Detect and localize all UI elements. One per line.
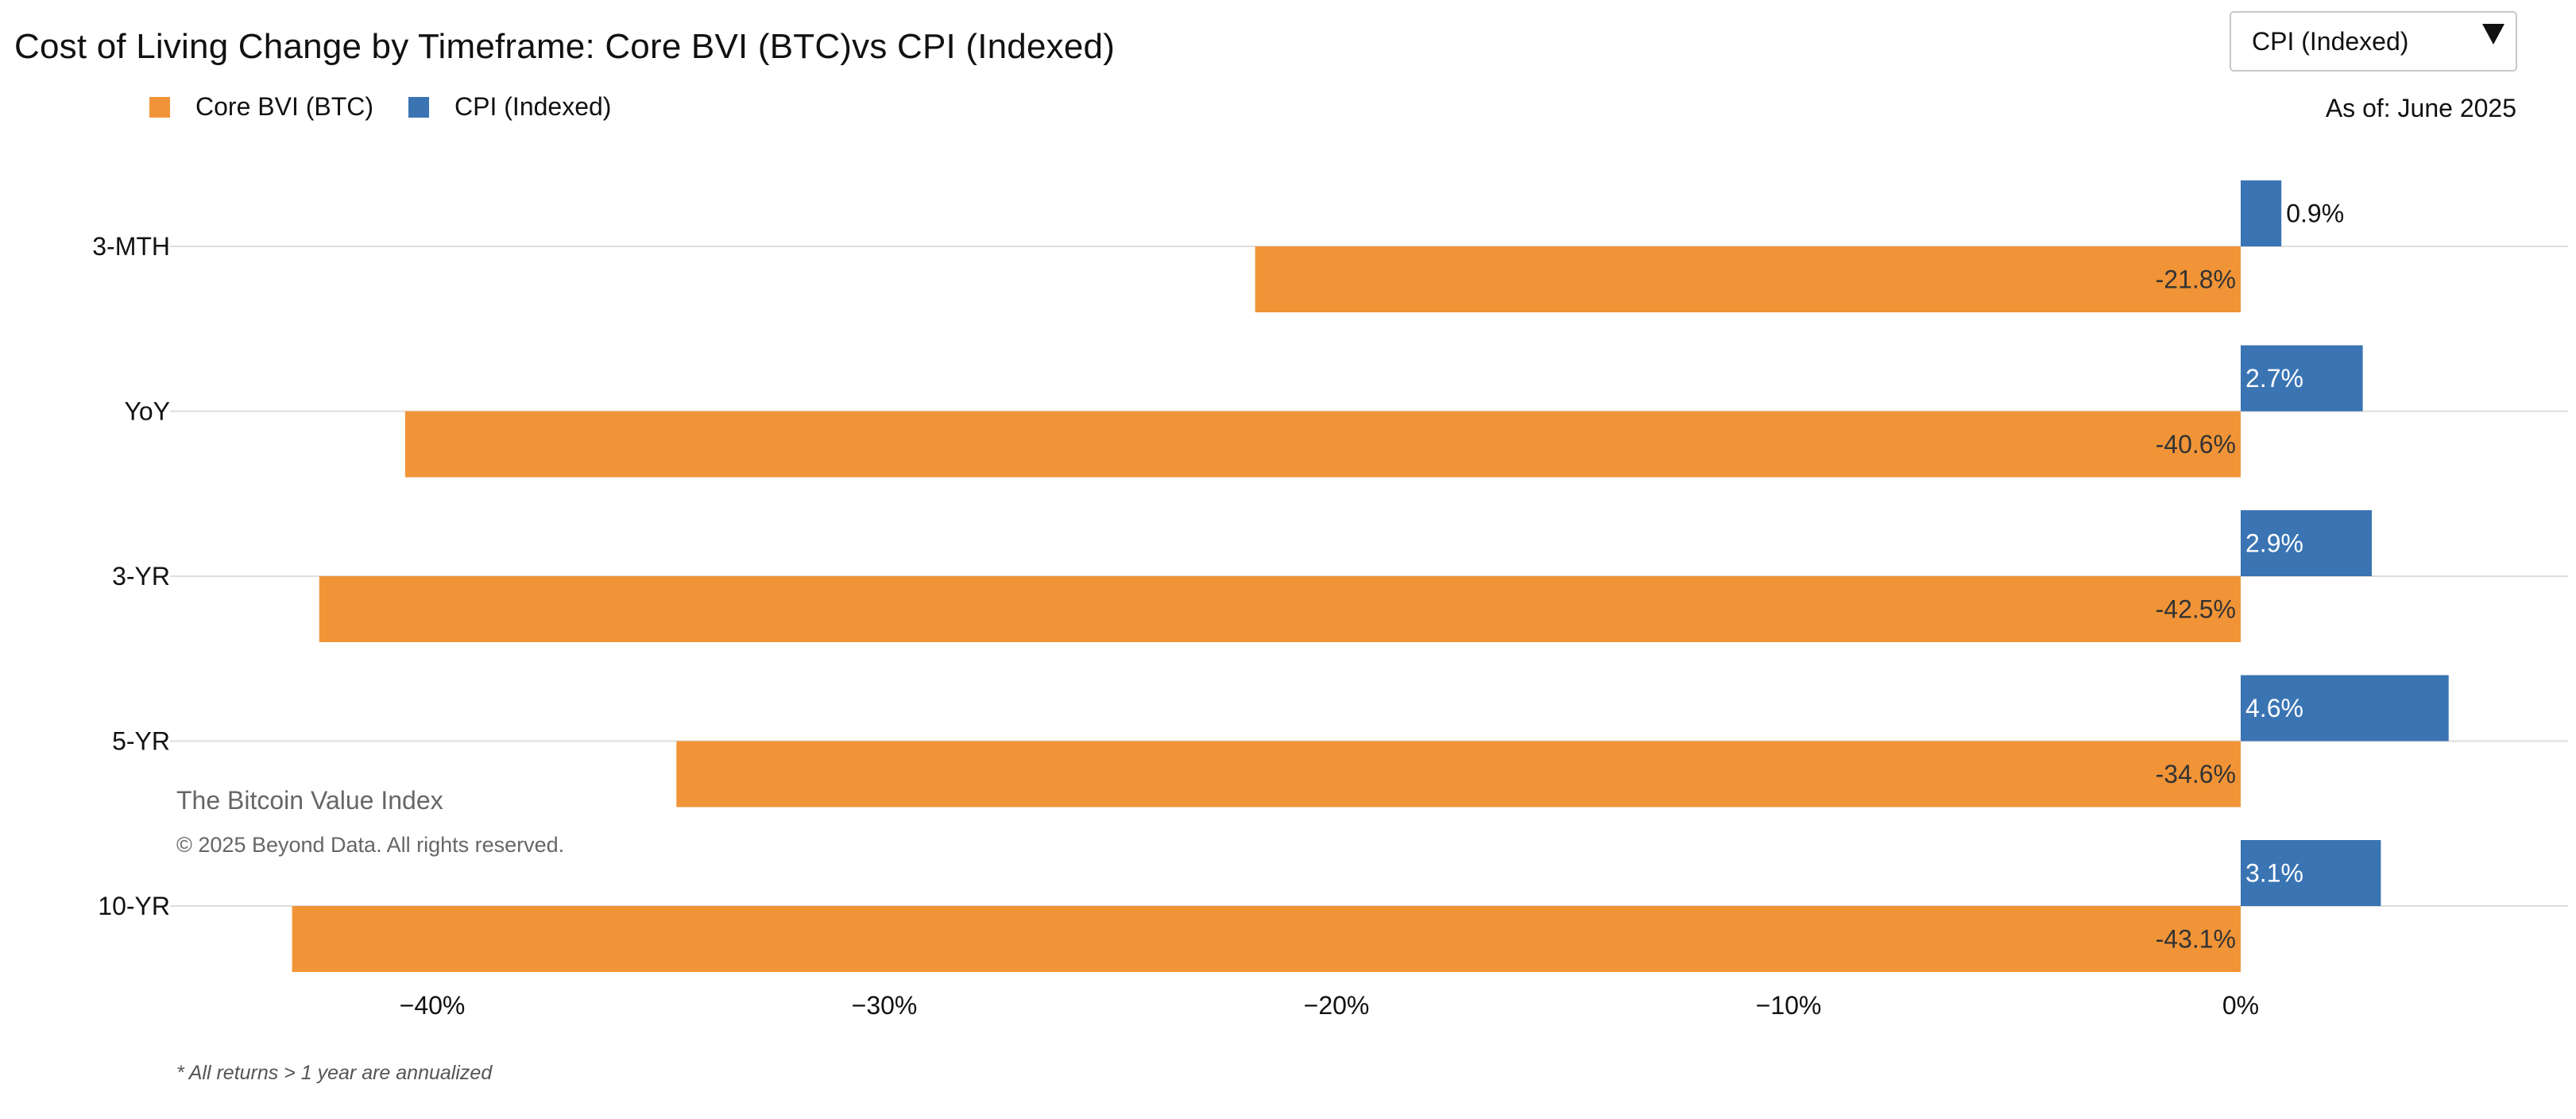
legend-swatch-cpi — [408, 96, 430, 118]
cpi-bar-3-yr — [2241, 510, 2373, 576]
series-selector-dropdown[interactable]: CPI (Indexed) — [2230, 11, 2517, 72]
core-bvi-data-label-10-yr: -43.1% — [2156, 925, 2236, 954]
category-label-3-mth: 3-MTH — [92, 232, 170, 261]
cpi-bar-3-mth — [2241, 180, 2282, 246]
triangle-down-icon[interactable] — [2482, 24, 2504, 45]
core-bvi-data-label-5-yr: -34.6% — [2156, 760, 2236, 788]
x-tick-label: −30% — [852, 991, 918, 1020]
chart-legend: Core BVI (BTC) CPI (Indexed) — [149, 92, 646, 122]
category-label-10-yr: 10-YR — [98, 892, 170, 920]
core-bvi-data-label-3-mth: -21.8% — [2156, 265, 2236, 294]
cpi-bar-yoy — [2241, 345, 2363, 412]
category-label-5-yr: 5-YR — [112, 727, 170, 756]
x-tick-label: −40% — [400, 991, 466, 1020]
cpi-data-label-3-yr: 2.9% — [2245, 529, 2303, 558]
category-label-yoy: YoY — [124, 397, 170, 426]
cpi-data-label-5-yr: 4.6% — [2245, 694, 2303, 722]
x-tick-label: 0% — [2222, 991, 2259, 1020]
core-bvi-data-label-3-yr: -42.5% — [2156, 595, 2236, 624]
cpi-bar-5-yr — [2241, 675, 2449, 741]
legend-item-cpi[interactable]: CPI (Indexed) — [408, 92, 611, 122]
cpi-data-label-3-mth: 0.9% — [2286, 199, 2344, 228]
core-bvi-bar-10-yr — [292, 906, 2241, 972]
core-bvi-bar-5-yr — [676, 741, 2241, 807]
x-tick-label: −20% — [1304, 991, 1370, 1020]
as-of-date: As of: June 2025 — [2325, 94, 2516, 122]
cpi-data-label-10-yr: 3.1% — [2245, 859, 2303, 888]
core-bvi-bar-3-mth — [1255, 246, 2241, 312]
core-bvi-bar-yoy — [404, 411, 2241, 478]
legend-swatch-core-bvi — [149, 96, 170, 118]
core-bvi-bar-3-yr — [319, 576, 2241, 642]
footnote: * All returns > 1 year are annualized — [176, 1062, 493, 1084]
watermark-copyright: © 2025 Beyond Data. All rights reserved. — [176, 833, 564, 857]
legend-item-core-bvi[interactable]: Core BVI (BTC) — [149, 92, 373, 122]
chart-title: Cost of Living Change by Timeframe: Core… — [14, 27, 1116, 66]
cpi-bar-10-yr — [2241, 840, 2381, 906]
x-tick-label: −10% — [1756, 991, 1822, 1020]
dropdown-selected-value: CPI (Indexed) — [2252, 27, 2409, 56]
watermark-brand: The Bitcoin Value Index — [176, 786, 443, 815]
legend-label-core-bvi: Core BVI (BTC) — [195, 92, 374, 121]
core-bvi-data-label-yoy: -40.6% — [2156, 430, 2236, 459]
cpi-data-label-yoy: 2.7% — [2245, 364, 2303, 393]
legend-label-cpi: CPI (Indexed) — [454, 92, 612, 121]
category-label-3-yr: 3-YR — [112, 562, 170, 590]
